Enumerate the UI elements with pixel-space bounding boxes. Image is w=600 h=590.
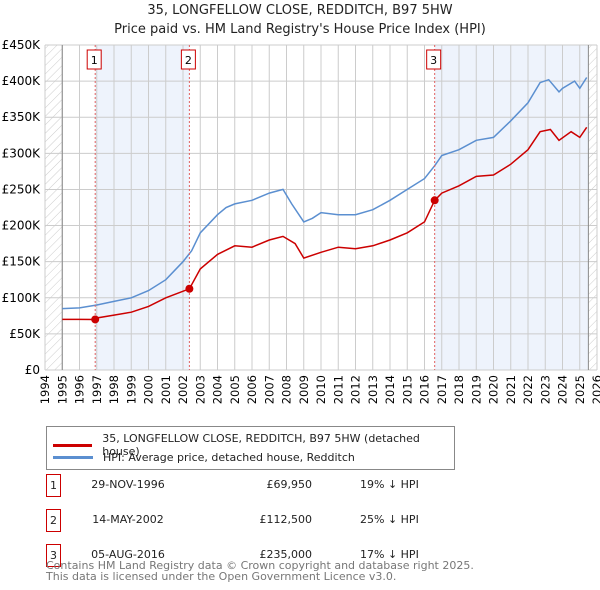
transaction-hpi-diff: 19% ↓ HPI xyxy=(360,478,419,491)
sale-point xyxy=(185,284,194,293)
x-tick-label: 2024 xyxy=(556,375,570,404)
x-tick-label: 2010 xyxy=(314,375,328,404)
transaction-hpi-diff: 25% ↓ HPI xyxy=(360,513,419,526)
hatched-region-end xyxy=(588,45,597,370)
y-tick-label: £300K xyxy=(2,146,42,160)
chart-subtitle: Price paid vs. HM Land Registry's House … xyxy=(114,22,486,37)
footer: Contains HM Land Registry data © Crown c… xyxy=(46,560,474,582)
x-tick-label: 2004 xyxy=(211,375,225,404)
hatched-region-start xyxy=(45,45,63,370)
x-tick-label: 2014 xyxy=(383,375,397,404)
x-tick-label: 2005 xyxy=(228,375,242,404)
legend-hpi: HPI: Average price, detached house, Redd… xyxy=(103,451,355,464)
legend-blue-line-icon xyxy=(53,456,93,459)
footer-line-2: This data is licensed under the Open Gov… xyxy=(46,570,397,583)
x-tick-label: 1999 xyxy=(124,375,138,404)
transaction-row: 2 14-MAY-2002 £112,500 25% ↓ HPI xyxy=(46,509,466,532)
x-tick-label: 1995 xyxy=(55,375,69,404)
property-price-line xyxy=(62,126,588,321)
transaction-price: £69,950 xyxy=(266,478,313,491)
x-tick-label: 2011 xyxy=(331,375,345,404)
x-tick-label: 1997 xyxy=(90,375,104,404)
shaded-period-1-2 xyxy=(95,45,190,370)
y-tick-label: £50K xyxy=(9,327,41,341)
x-tick-label: 2018 xyxy=(452,375,466,404)
sale-point xyxy=(430,196,439,205)
transaction-badge: 3 xyxy=(46,544,61,567)
x-tick-label: 1998 xyxy=(107,375,121,404)
transaction-row: 1 29-NOV-1996 £69,950 19% ↓ HPI xyxy=(46,474,466,497)
transaction-badge: 2 xyxy=(46,509,61,532)
x-tick-label: 1994 xyxy=(38,375,52,404)
transaction-date: 29-NOV-1996 xyxy=(91,478,165,491)
legend-red-line-icon xyxy=(53,443,93,447)
y-tick-label: £350K xyxy=(2,110,42,124)
marker-label: 3 xyxy=(430,54,437,67)
transaction-date: 05-AUG-2016 xyxy=(91,548,165,561)
x-tick-label: 2022 xyxy=(521,375,535,404)
y-tick-label: £150K xyxy=(2,255,42,269)
x-tick-label: 2012 xyxy=(349,375,363,404)
x-tick-label: 2003 xyxy=(193,375,207,404)
x-tick-label: 2000 xyxy=(142,375,156,404)
x-tick-label: 2002 xyxy=(176,375,190,404)
transaction-price: £112,500 xyxy=(259,513,313,526)
x-tick-label: 2016 xyxy=(418,375,432,404)
y-tick-label: £100K xyxy=(2,291,42,305)
hpi-line xyxy=(62,77,588,310)
marker-badge xyxy=(426,49,442,70)
y-tick-label: £200K xyxy=(2,219,42,233)
transaction-badge: 1 xyxy=(46,474,61,497)
x-tick-label: 2026 xyxy=(590,375,600,404)
x-tick-label: 2017 xyxy=(435,375,449,404)
x-tick-label: 2021 xyxy=(504,375,518,404)
marker-label: 1 xyxy=(91,54,98,67)
x-tick-label: 2019 xyxy=(469,375,483,404)
marker-badge xyxy=(86,49,102,70)
x-tick-label: 2007 xyxy=(262,375,276,404)
chart-legend: 35, LONGFELLOW CLOSE, REDDITCH, B97 5HW … xyxy=(46,426,455,470)
y-tick-label: £400K xyxy=(2,74,42,88)
x-tick-label: 2009 xyxy=(297,375,311,404)
transaction-row: 3 05-AUG-2016 £235,000 17% ↓ HPI xyxy=(46,544,466,567)
footer-line-1: Contains HM Land Registry data © Crown c… xyxy=(46,559,474,572)
x-tick-label: 1996 xyxy=(73,375,87,404)
x-tick-label: 2015 xyxy=(400,375,414,404)
y-tick-label: £0 xyxy=(25,363,40,377)
marker-label: 2 xyxy=(185,54,192,67)
legend-property: 35, LONGFELLOW CLOSE, REDDITCH, B97 5HW … xyxy=(102,432,420,458)
x-tick-label: 2023 xyxy=(538,375,552,404)
transaction-hpi-diff: 17% ↓ HPI xyxy=(360,548,419,561)
x-tick-label: 2006 xyxy=(245,375,259,404)
x-tick-label: 2020 xyxy=(487,375,501,404)
x-tick-label: 2001 xyxy=(159,375,173,404)
sale-point xyxy=(91,315,100,324)
chart-title: 35, LONGFELLOW CLOSE, REDDITCH, B97 5HW xyxy=(147,3,453,18)
y-tick-label: £250K xyxy=(2,182,42,196)
transaction-price: £235,000 xyxy=(259,548,313,561)
transaction-date: 14-MAY-2002 xyxy=(92,513,164,526)
x-tick-label: 2013 xyxy=(366,375,380,404)
marker-badge xyxy=(180,49,196,70)
x-tick-label: 2025 xyxy=(573,375,587,404)
y-tick-label: £450K xyxy=(2,38,42,52)
shaded-period-3 xyxy=(434,45,589,370)
x-tick-label: 2008 xyxy=(280,375,294,404)
